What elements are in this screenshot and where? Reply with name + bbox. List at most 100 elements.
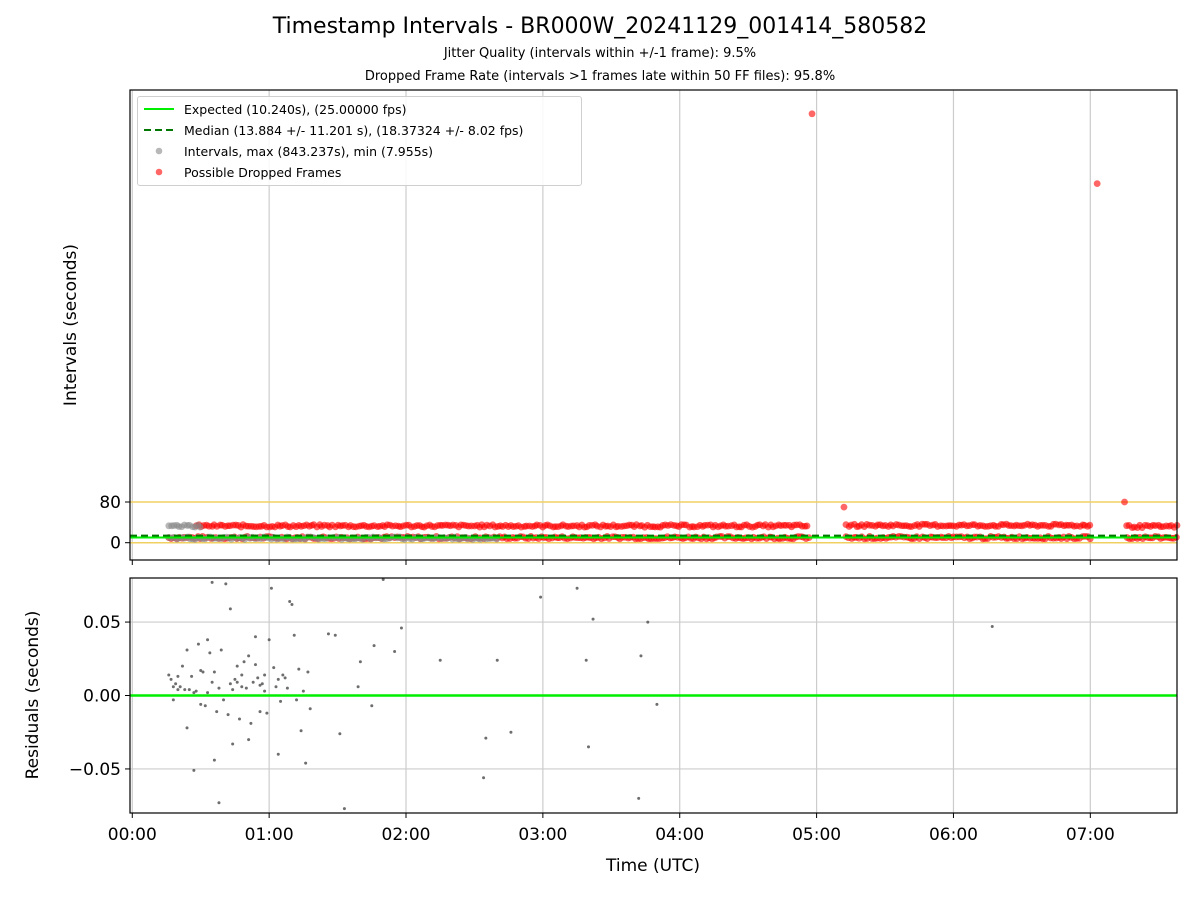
residual-point	[276, 752, 280, 756]
residual-point	[208, 651, 212, 655]
residual-point	[233, 677, 237, 681]
residual-point	[285, 686, 289, 690]
residual-point	[637, 796, 641, 800]
x-tick-label: 00:00	[108, 825, 157, 845]
residual-point	[258, 710, 262, 714]
dropped-frame-band	[192, 521, 811, 531]
residual-point	[185, 726, 189, 730]
residual-point	[247, 738, 251, 742]
residual-point	[217, 686, 221, 690]
dropped-frame-rate-subtitle: Dropped Frame Rate (intervals >1 frames …	[364, 69, 836, 84]
grey-dot-icon	[155, 147, 163, 155]
residual-point	[646, 620, 650, 624]
threshold-lines	[130, 501, 1177, 544]
residual-point	[242, 660, 246, 664]
residual-point	[237, 717, 241, 721]
x-tick-label: 02:00	[382, 825, 431, 845]
residual-point	[217, 801, 221, 805]
residual-point	[253, 635, 257, 639]
residual-point	[358, 660, 362, 664]
residual-point	[308, 707, 312, 711]
residual-point	[171, 698, 175, 702]
residual-point	[206, 638, 210, 642]
residual-point	[482, 776, 486, 780]
residual-point	[176, 674, 180, 678]
residual-point	[203, 704, 207, 708]
residual-point	[222, 698, 226, 702]
residuals-plot: −0.050.000.05 00:00 01:00 02:00 03:00 04:00 0…	[23, 577, 1178, 876]
dropped-frame-outliers	[808, 110, 1128, 511]
x-tick-label: 05:00	[792, 825, 841, 845]
residual-point	[283, 676, 287, 680]
legend-item-intervals: Intervals, max (843.237s), min (7.955s)	[138, 141, 581, 161]
residual-point	[192, 768, 196, 772]
residual-point	[231, 688, 235, 692]
x-axis-label: Time (UTC)	[605, 856, 700, 876]
legend-item-median: Median (13.884 +/- 11.201 s), (18.37324 …	[138, 120, 581, 140]
residual-point	[267, 638, 271, 642]
residual-point	[206, 691, 210, 695]
residual-point	[215, 710, 219, 714]
residual-point	[263, 689, 267, 693]
residual-point	[639, 654, 643, 658]
y-tick-label: 0	[110, 534, 121, 554]
dropped-frame-outlier	[840, 503, 848, 511]
x-tick-label: 01:00	[245, 825, 294, 845]
jitter-quality-subtitle: Jitter Quality (intervals within +/-1 fr…	[443, 46, 757, 61]
dropped-frame-outlier	[1093, 180, 1101, 187]
residual-point	[187, 688, 191, 692]
residual-point	[304, 761, 308, 765]
residual-point	[990, 624, 994, 628]
residual-point	[274, 685, 278, 689]
residual-point	[176, 688, 180, 692]
residual-point	[201, 670, 205, 674]
residual-point	[231, 742, 235, 746]
residual-point	[279, 699, 283, 703]
residual-point	[219, 648, 223, 652]
residual-point	[438, 658, 442, 662]
dropped-frame-point	[803, 522, 811, 530]
dropped-frame-outlier	[808, 110, 816, 118]
residual-point	[263, 673, 267, 677]
residual-point	[185, 648, 189, 652]
residual-point	[306, 670, 310, 674]
residual-point	[509, 730, 513, 734]
residual-point	[258, 683, 262, 687]
intervals-plot: 0 80 Intervals (seconds)	[61, 89, 1181, 565]
residual-point	[224, 582, 228, 586]
dropped-frame-band	[842, 520, 1094, 531]
legend-item-dropped: Possible Dropped Frames	[138, 162, 581, 182]
legend-label: Intervals, max (843.237s), min (7.955s)	[184, 144, 434, 159]
y-tick-label: 80	[99, 493, 121, 513]
dropped-frame-point	[1086, 521, 1094, 529]
residuals-y-ticks: −0.05 0.00 0.05	[69, 613, 130, 780]
residual-point	[212, 758, 216, 762]
x-tick-label: 07:00	[1066, 825, 1115, 845]
residual-point	[226, 713, 230, 717]
residual-point	[199, 669, 203, 673]
residual-point	[253, 663, 257, 667]
residual-point	[276, 677, 280, 681]
residual-point	[288, 600, 292, 603]
residual-point	[249, 721, 253, 725]
residual-point	[655, 702, 659, 706]
residual-point	[210, 580, 214, 584]
residual-point	[290, 602, 294, 606]
residual-point	[228, 607, 232, 611]
residual-point	[484, 736, 488, 740]
residual-point	[167, 673, 171, 677]
residual-point	[169, 677, 173, 681]
residual-point	[247, 654, 251, 658]
legend: Expected (10.240s), (25.00000 fps) Media…	[137, 96, 582, 186]
residual-point	[174, 682, 178, 686]
red-dot-icon	[155, 168, 163, 176]
residual-point	[381, 577, 385, 581]
residual-point	[251, 680, 255, 684]
residual-point	[235, 664, 239, 668]
residual-point	[399, 626, 403, 630]
residuals-x-ticks: 00:00 01:00 02:00 03:00 04:00 05:00 06:00 07:00	[108, 813, 1115, 845]
residual-point	[183, 688, 187, 692]
residual-point	[299, 729, 303, 733]
residual-point	[281, 673, 285, 677]
residual-point	[199, 702, 203, 706]
